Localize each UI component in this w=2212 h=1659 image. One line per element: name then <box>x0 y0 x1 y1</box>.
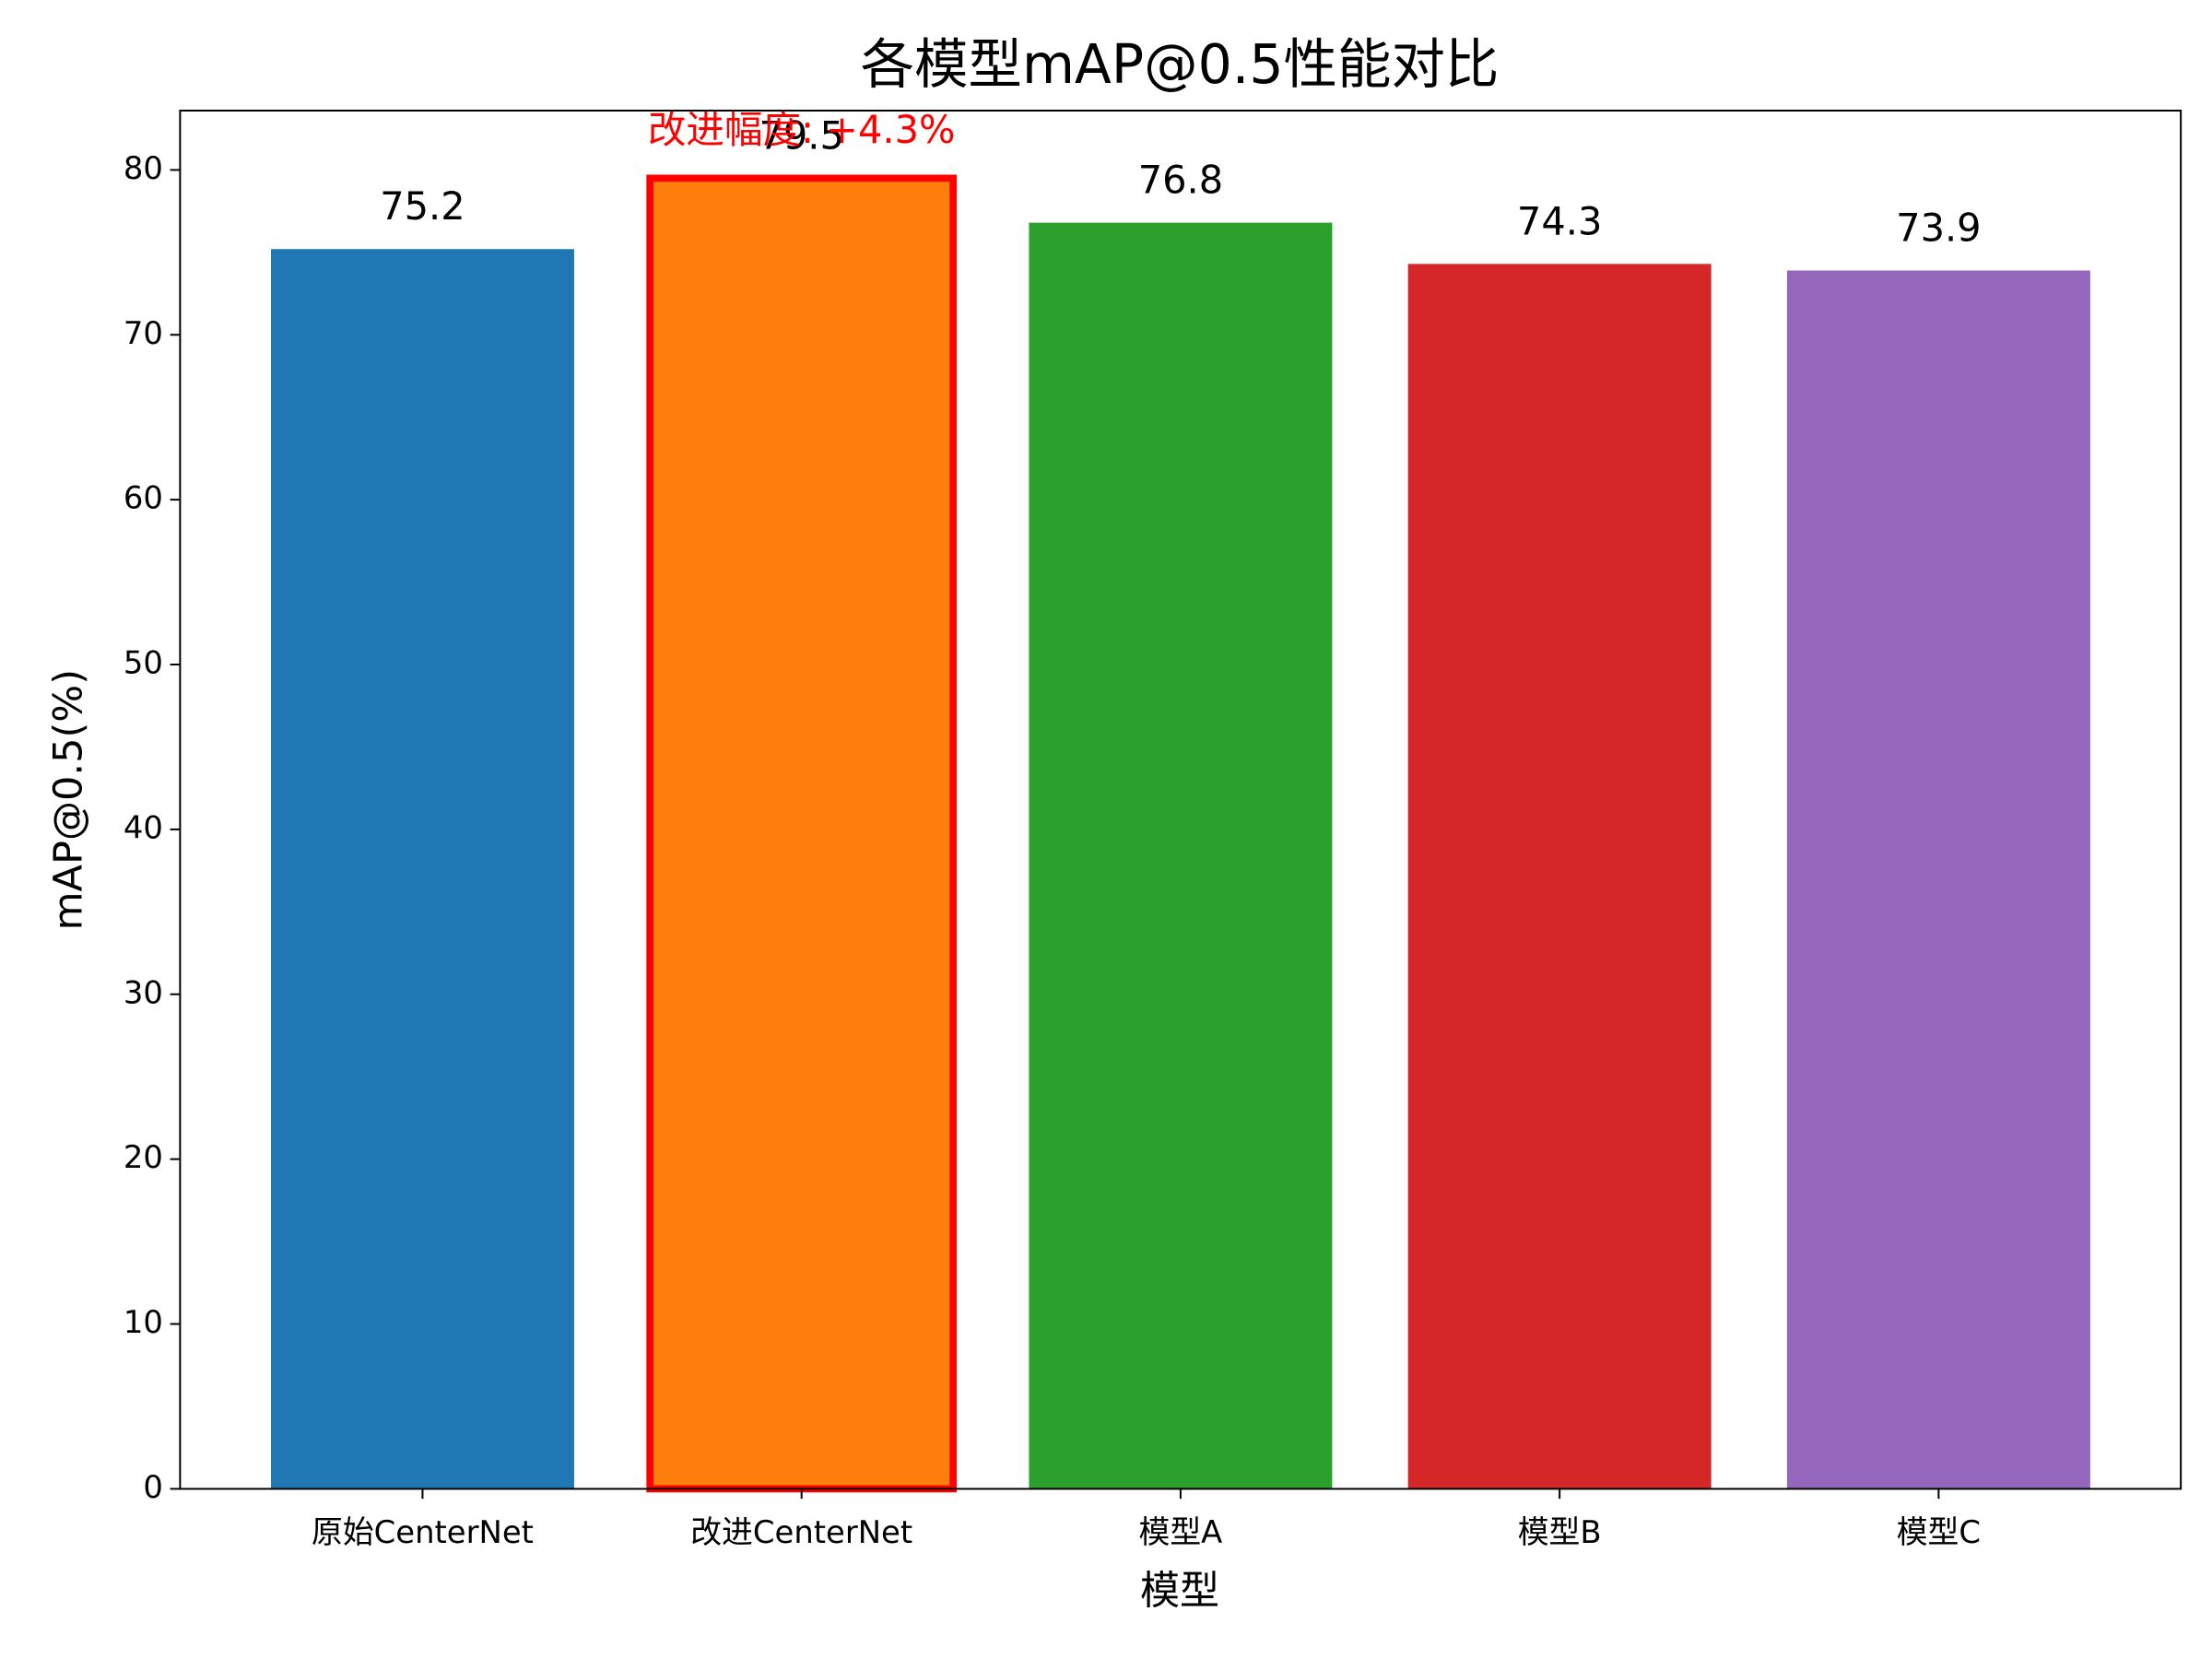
bar <box>1029 222 1333 1489</box>
value-label: 76.8 <box>1138 158 1223 203</box>
bar <box>1407 264 1712 1489</box>
y-axis-label: mAP@0.5(%) <box>45 669 91 930</box>
value-label: 73.9 <box>1896 205 1981 250</box>
y-tick-label: 10 <box>124 1304 163 1340</box>
bar <box>270 249 574 1489</box>
x-tick-label: 模型A <box>1139 1514 1223 1550</box>
bar <box>1786 270 2090 1489</box>
y-tick-label: 40 <box>124 809 163 845</box>
y-tick-label: 60 <box>124 480 163 516</box>
y-tick-label: 80 <box>124 150 163 186</box>
value-label: 75.2 <box>380 183 465 229</box>
y-tick-label: 0 <box>143 1469 163 1505</box>
y-tick-label: 20 <box>124 1139 163 1175</box>
x-axis-label: 模型 <box>1140 1569 1219 1615</box>
plot-frame <box>179 110 2183 1490</box>
chart-title: 各模型mAP@0.5性能对比 <box>861 33 1500 96</box>
x-tick-label: 原始CenterNet <box>312 1514 534 1550</box>
x-tick-label: 模型C <box>1897 1514 1981 1550</box>
x-tick-label: 模型B <box>1518 1514 1602 1550</box>
y-tick-label: 50 <box>124 645 163 681</box>
bar <box>646 174 958 1493</box>
value-label: 79.5 <box>759 112 843 158</box>
value-label: 74.3 <box>1517 198 1602 243</box>
y-tick-label: 30 <box>124 974 163 1010</box>
y-tick-label: 70 <box>124 315 163 351</box>
x-tick-label: 改进CenterNet <box>690 1514 912 1550</box>
annotation: 改进幅度: +4.3% <box>648 107 956 152</box>
